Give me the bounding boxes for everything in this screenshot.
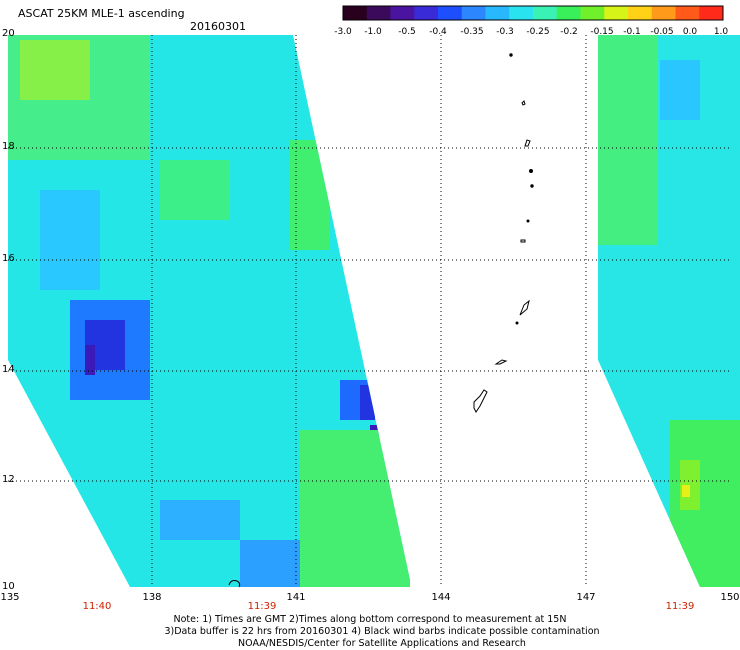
colorbar-border: [342, 5, 724, 21]
colorbar-segment: [485, 6, 510, 20]
islands: [228, 53, 534, 588]
footer-note-2: 3)Data buffer is 22 hrs from 20160301 4)…: [164, 626, 600, 637]
lat-label: 12: [2, 474, 15, 485]
colorbar-tick: -0.05: [650, 27, 674, 37]
colorbar-tick: -0.3: [496, 27, 514, 37]
colorbar-tick: 1.0: [713, 27, 729, 37]
colorbar-segment: [699, 6, 724, 20]
lat-label: 14: [2, 364, 15, 375]
colorbar-tick: -3.0: [334, 27, 352, 37]
lat-label: 10: [2, 581, 15, 592]
lon-label: 150: [720, 592, 740, 603]
lat-label: 18: [2, 141, 15, 152]
colorbar-segment: [604, 6, 629, 20]
colorbar-tick: -0.15: [590, 27, 614, 37]
colorbar-tick: -0.5: [398, 27, 416, 37]
time-label: 11:39: [247, 601, 277, 612]
lon-label: 135: [0, 592, 20, 603]
lon-label: 141: [286, 592, 306, 603]
colorbar-segment: [390, 6, 415, 20]
colorbar-segment: [651, 6, 676, 20]
colorbar-segment: [556, 6, 581, 20]
colorbar-tick: -1.0: [364, 27, 382, 37]
time-label: 11:40: [82, 601, 112, 612]
time-label: 11:39: [665, 601, 695, 612]
colorbar-tick: -0.25: [526, 27, 550, 37]
lon-label: 138: [142, 592, 162, 603]
colorbar-segment: [343, 6, 368, 20]
colorbar-segment: [628, 6, 653, 20]
colorbar-tick: -0.2: [560, 27, 578, 37]
colorbar-segment: [461, 6, 486, 20]
colorbar-segment: [414, 6, 439, 20]
colorbar-segment: [366, 6, 391, 20]
colorbar-tick: -0.4: [429, 27, 447, 37]
colorbar-tick: -0.35: [460, 27, 484, 37]
map-date: 20160301: [190, 20, 246, 33]
colorbar-tick: 0.0: [682, 27, 698, 37]
colorbar: [342, 5, 724, 21]
lon-label: 144: [431, 592, 451, 603]
colorbar-segment: [533, 6, 558, 20]
lat-label: 20: [2, 28, 15, 39]
graticule: [8, 35, 732, 587]
footer-note-1: Note: 1) Times are GMT 2)Times along bot…: [173, 614, 567, 625]
lon-label: 147: [576, 592, 596, 603]
lat-label: 16: [2, 253, 15, 264]
footer-note-3: NOAA/NESDIS/Center for Satellite Applica…: [238, 638, 526, 649]
colorbar-segment: [438, 6, 463, 20]
map-title: ASCAT 25KM MLE-1 ascending: [18, 7, 185, 20]
colorbar-segment: [675, 6, 700, 20]
colorbar-segment: [509, 6, 534, 20]
colorbar-tick: -0.1: [623, 27, 641, 37]
colorbar-segment: [580, 6, 605, 20]
